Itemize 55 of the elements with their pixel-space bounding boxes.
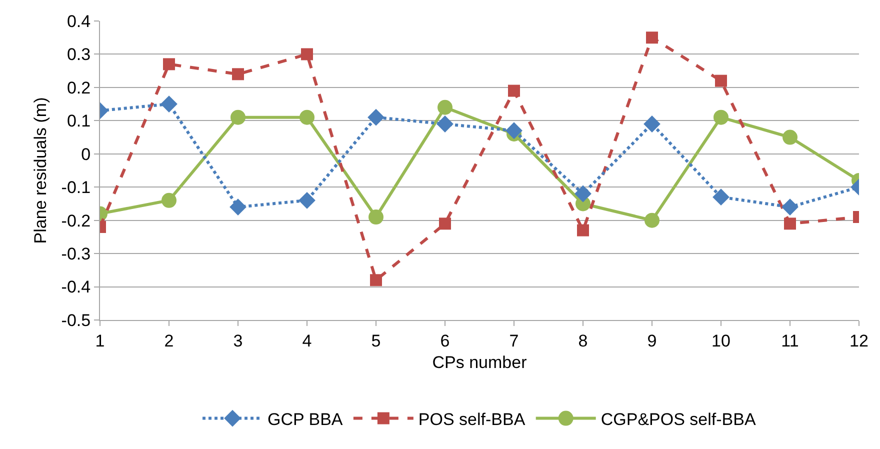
x-tick-label: 1 xyxy=(95,331,105,350)
point xyxy=(644,212,660,228)
point xyxy=(230,198,246,216)
point xyxy=(301,48,313,60)
point xyxy=(436,116,454,132)
y-tick-label: 0.2 xyxy=(66,78,91,98)
point xyxy=(577,224,589,236)
x-tick-label: 6 xyxy=(440,331,450,350)
x-tick-label: 9 xyxy=(647,331,657,350)
point xyxy=(715,74,727,87)
y-tick-label: -0.4 xyxy=(61,278,91,297)
x-tick-label: 7 xyxy=(509,331,519,350)
legend-label: POS self-BBA xyxy=(418,410,526,429)
x-tick-label: 12 xyxy=(850,331,868,350)
point xyxy=(714,110,728,125)
y-tick-label: -0.2 xyxy=(61,211,91,230)
point xyxy=(162,192,176,208)
y-tick-label: 0.4 xyxy=(66,12,91,31)
point xyxy=(300,110,314,125)
y-axis-title: Plane residuals (m) xyxy=(30,97,50,244)
point xyxy=(508,84,520,97)
legend-label: CGP&POS self-BBA xyxy=(600,410,756,429)
point xyxy=(160,96,178,113)
y-tick-label: -0.1 xyxy=(61,178,91,198)
point xyxy=(439,218,451,230)
x-tick-label: 10 xyxy=(712,331,730,350)
point xyxy=(232,68,244,80)
point xyxy=(782,130,798,145)
point xyxy=(574,185,592,202)
point xyxy=(163,58,175,70)
point xyxy=(644,116,660,132)
y-tick-label: 0.3 xyxy=(66,45,91,64)
legend-label: GCP BBA xyxy=(268,410,344,429)
point xyxy=(506,122,522,140)
point xyxy=(782,198,798,216)
x-tick-label: 4 xyxy=(302,331,312,350)
point xyxy=(368,108,384,126)
y-tick-label: -0.5 xyxy=(61,310,91,330)
point xyxy=(712,188,730,206)
x-tick-label: 5 xyxy=(371,331,381,350)
x-axis-title: CPs number xyxy=(432,352,528,372)
x-tick-label: 2 xyxy=(164,331,174,350)
point xyxy=(230,110,246,125)
point xyxy=(784,218,796,230)
x-tick-label: 8 xyxy=(578,331,588,350)
point xyxy=(298,192,316,209)
y-tick-label: 0 xyxy=(81,144,91,164)
point xyxy=(438,100,452,115)
y-tick-label: -0.3 xyxy=(61,244,91,264)
point xyxy=(368,210,384,225)
x-tick-label: 3 xyxy=(233,331,243,350)
x-tick-label: 11 xyxy=(781,331,799,350)
point xyxy=(370,274,382,286)
y-tick-label: 0.1 xyxy=(66,112,91,131)
point xyxy=(646,32,658,44)
